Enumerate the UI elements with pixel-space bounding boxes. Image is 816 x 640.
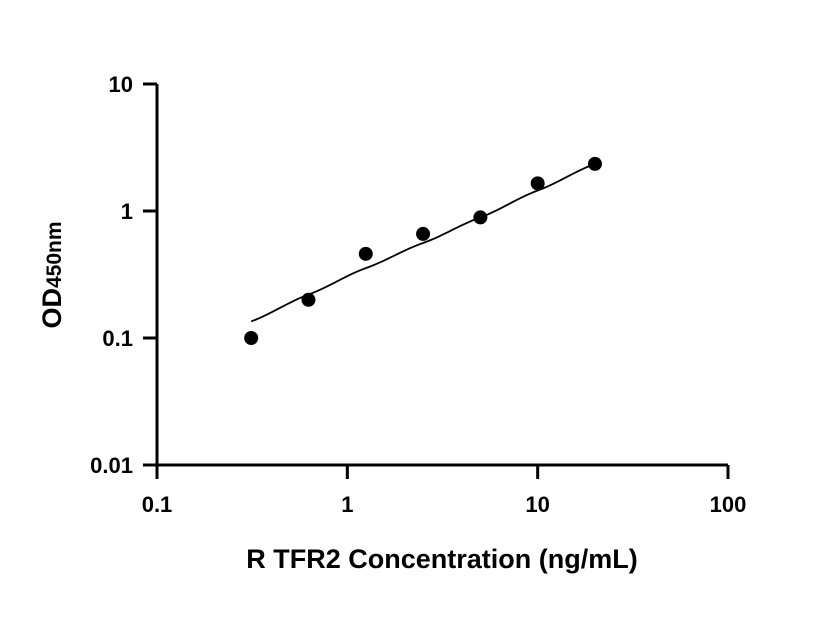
- x-tick-label: 0.1: [142, 492, 173, 517]
- data-point: [358, 246, 373, 261]
- x-tick-label: 100: [710, 492, 747, 517]
- axes: [155, 84, 728, 467]
- x-tick-label: 10: [525, 492, 549, 517]
- y-tick-label: 0.01: [90, 453, 133, 478]
- y-axis-title: OD450nm: [37, 221, 67, 328]
- y-tick-label: 0.1: [102, 326, 133, 351]
- data-point: [301, 292, 316, 307]
- data-point: [473, 210, 488, 225]
- x-axis-title: R TFR2 Concentration (ng/mL): [246, 544, 637, 574]
- ticks: 0.01 0.1 1 10 0.1 1 10 100: [90, 72, 746, 517]
- y-tick-label: 10: [109, 72, 133, 97]
- y-axis-title-subscript: 450nm: [43, 221, 66, 288]
- data-point: [244, 331, 259, 345]
- data-points-layer: [244, 156, 602, 345]
- data-point: [416, 226, 431, 241]
- y-axis-title-main: OD: [37, 288, 67, 329]
- data-point: [530, 176, 545, 191]
- data-point: [587, 156, 602, 171]
- x-tick-label: 1: [341, 492, 353, 517]
- y-tick-label: 1: [121, 199, 133, 224]
